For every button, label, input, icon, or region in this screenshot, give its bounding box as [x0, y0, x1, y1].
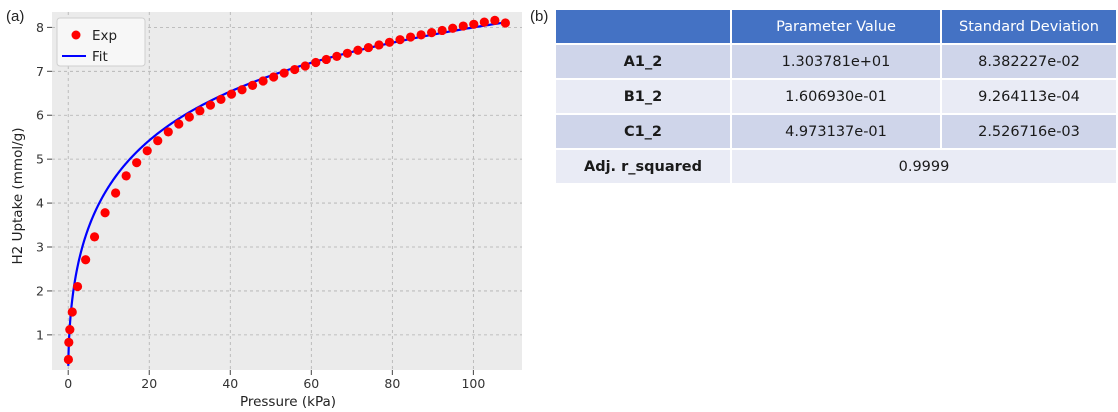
- exp-point: [100, 208, 110, 218]
- exp-point: [205, 100, 216, 110]
- exp-point: [89, 232, 100, 242]
- exp-point: [342, 48, 352, 58]
- y-tick-label: 5: [36, 152, 44, 167]
- table-row-r2: Adj. r_squared 0.9999: [556, 148, 1116, 183]
- exp-point: [353, 45, 363, 55]
- exp-point: [363, 42, 374, 53]
- exp-point: [427, 28, 437, 38]
- exp-point: [81, 255, 91, 265]
- row-std: 2.526716e-03: [941, 113, 1116, 149]
- row-value: 1.606930e-01: [731, 78, 942, 114]
- exp-point: [311, 57, 321, 68]
- exp-point: [416, 30, 426, 40]
- table-header-blank: [556, 10, 732, 44]
- exp-point: [500, 18, 510, 28]
- x-tick-label: 40: [222, 376, 238, 391]
- table-header-row: Parameter Value Standard Deviation: [556, 10, 1116, 44]
- table-row: B1_2 1.606930e-01 9.264113e-04: [556, 78, 1116, 114]
- axis-ticks: 0 20 40 60 80 100 1 2 3 4 5 6 7 8: [36, 20, 485, 391]
- exp-point: [63, 354, 74, 365]
- y-tick-label: 2: [36, 283, 44, 298]
- exp-point: [458, 21, 468, 31]
- exp-point: [300, 61, 310, 71]
- y-tick-label: 3: [36, 240, 44, 255]
- exp-point: [332, 51, 342, 61]
- legend-exp-marker: [71, 30, 81, 40]
- row-name: B1_2: [556, 78, 732, 114]
- exp-point: [321, 54, 331, 65]
- table-header-value: Parameter Value: [731, 10, 942, 44]
- exp-point: [174, 119, 184, 129]
- exp-point: [163, 127, 173, 137]
- x-tick-label: 60: [303, 376, 319, 391]
- exp-point: [384, 37, 395, 47]
- y-tick-label: 7: [36, 64, 44, 79]
- row-std: 9.264113e-04: [941, 78, 1116, 114]
- exp-point: [469, 19, 479, 29]
- exp-point: [258, 76, 268, 86]
- x-tick-label: 0: [64, 376, 72, 391]
- legend-box: [56, 17, 146, 67]
- exp-point: [111, 188, 121, 198]
- exp-series: [63, 15, 510, 365]
- x-axis-label: Pressure (kPa): [240, 394, 336, 410]
- row-name: A1_2: [556, 43, 732, 79]
- exp-point: [142, 146, 152, 156]
- row-std: 8.382227e-02: [941, 43, 1116, 79]
- isotherm-chart: 0 20 40 60 80 100 1 2 3 4 5 6 7 8 Pressure (kPa) H2 U…: [10, 12, 522, 410]
- y-tick-label: 4: [36, 196, 44, 211]
- exp-point: [237, 85, 247, 95]
- exp-point: [195, 106, 205, 116]
- exp-point: [132, 158, 142, 168]
- row-value: 4.973137e-01: [731, 113, 942, 149]
- legend-fit-label: Fit: [92, 49, 108, 65]
- x-tick-label: 80: [384, 376, 400, 391]
- exp-point: [247, 80, 258, 90]
- x-tick-label: 20: [141, 376, 157, 391]
- exp-point: [153, 136, 163, 146]
- y-axis-label: H2 Uptake (mmol/g): [10, 128, 26, 265]
- row-name: C1_2: [556, 113, 732, 149]
- y-tick-label: 6: [36, 108, 44, 123]
- exp-point: [437, 25, 447, 36]
- exp-point: [279, 68, 289, 78]
- panel-label-a: (a): [6, 8, 25, 25]
- table-row: C1_2 4.973137e-01 2.526716e-03: [556, 113, 1116, 149]
- exp-point: [290, 64, 300, 75]
- exp-point: [184, 112, 194, 122]
- exp-point: [448, 23, 458, 33]
- exp-point: [490, 15, 500, 25]
- r2-value: 0.9999: [731, 148, 1116, 183]
- exp-point: [65, 324, 75, 335]
- exp-point: [479, 17, 489, 27]
- table-row: A1_2 1.303781e+01 8.382227e-02: [556, 43, 1116, 79]
- exp-point: [374, 40, 384, 50]
- y-tick-label: 1: [36, 327, 44, 342]
- exp-point: [395, 35, 405, 45]
- legend: Exp Fit: [56, 17, 146, 67]
- exp-point: [64, 337, 74, 347]
- parameter-table: Parameter Value Standard Deviation A1_2 …: [556, 10, 1116, 183]
- exp-point: [405, 32, 416, 42]
- legend-exp-label: Exp: [92, 28, 117, 44]
- r2-name: Adj. r_squared: [556, 148, 732, 183]
- exp-point: [226, 89, 237, 99]
- panel-label-b: (b): [530, 8, 549, 25]
- row-value: 1.303781e+01: [731, 43, 942, 79]
- exp-point: [269, 72, 279, 82]
- exp-point: [72, 281, 83, 292]
- exp-point: [121, 171, 131, 181]
- y-tick-label: 8: [36, 20, 44, 35]
- x-tick-label: 100: [461, 376, 485, 391]
- exp-point: [216, 94, 226, 105]
- exp-point: [67, 307, 77, 317]
- table-header-std: Standard Deviation: [941, 10, 1116, 44]
